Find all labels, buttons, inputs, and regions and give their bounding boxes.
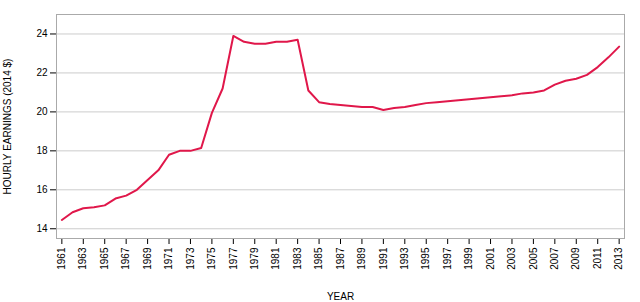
svg-text:2005: 2005 — [528, 247, 539, 270]
svg-text:14: 14 — [36, 223, 48, 234]
svg-text:1999: 1999 — [463, 247, 474, 270]
svg-text:2009: 2009 — [570, 247, 581, 270]
svg-text:2003: 2003 — [506, 247, 517, 270]
svg-text:2001: 2001 — [485, 247, 496, 270]
svg-text:1991: 1991 — [378, 247, 389, 270]
svg-text:YEAR: YEAR — [327, 291, 354, 302]
svg-text:1967: 1967 — [120, 247, 131, 270]
svg-text:1995: 1995 — [420, 247, 431, 270]
svg-text:1975: 1975 — [206, 247, 217, 270]
svg-text:1997: 1997 — [442, 247, 453, 270]
svg-text:1963: 1963 — [77, 247, 88, 270]
svg-text:1961: 1961 — [56, 247, 67, 270]
svg-text:1979: 1979 — [249, 247, 260, 270]
svg-text:22: 22 — [36, 67, 48, 78]
svg-text:1977: 1977 — [228, 247, 239, 270]
svg-text:1983: 1983 — [292, 247, 303, 270]
svg-text:HOURLY EARNINGS (2014 $): HOURLY EARNINGS (2014 $) — [2, 59, 13, 195]
svg-text:24: 24 — [36, 28, 48, 39]
svg-text:18: 18 — [36, 145, 48, 156]
svg-text:2007: 2007 — [549, 247, 560, 270]
svg-text:1985: 1985 — [313, 247, 324, 270]
svg-text:16: 16 — [36, 184, 48, 195]
svg-text:1981: 1981 — [270, 247, 281, 270]
svg-text:20: 20 — [36, 106, 48, 117]
svg-text:1969: 1969 — [142, 247, 153, 270]
svg-text:1965: 1965 — [99, 247, 110, 270]
svg-text:1989: 1989 — [356, 247, 367, 270]
svg-text:2011: 2011 — [592, 247, 603, 269]
svg-text:1973: 1973 — [185, 247, 196, 270]
svg-text:1993: 1993 — [399, 247, 410, 270]
svg-text:2013: 2013 — [613, 247, 624, 270]
svg-text:1971: 1971 — [163, 247, 174, 270]
svg-text:1987: 1987 — [335, 247, 346, 270]
